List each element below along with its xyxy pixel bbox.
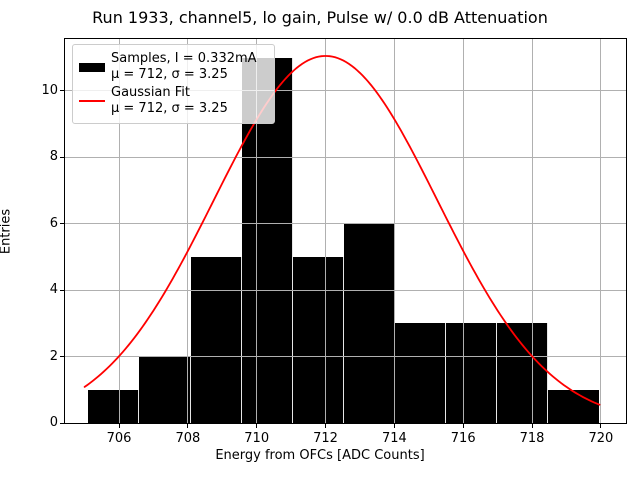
y-tick-label: 10 — [41, 82, 58, 98]
x-gridline — [118, 39, 120, 423]
histogram-bar — [548, 389, 600, 423]
x-tick-label: 708 — [175, 431, 201, 446]
legend-entry-gaussian-fit: Gaussian Fit μ = 712, σ = 3.25 — [73, 85, 272, 117]
y-tick-mark — [60, 156, 64, 158]
legend-swatch-col — [73, 100, 111, 102]
x-tick-mark — [325, 424, 327, 428]
x-tick-label: 706 — [106, 431, 132, 446]
black-bar-swatch — [79, 62, 105, 72]
red-line-swatch — [79, 100, 105, 102]
y-gridline — [65, 356, 626, 358]
x-tick-mark — [187, 424, 189, 428]
y-tick-label: 6 — [49, 215, 58, 231]
legend: Samples, I = 0.332mA μ = 712, σ = 3.25 G… — [72, 44, 275, 124]
x-gridline — [531, 39, 533, 423]
gaussian-fit-line — [83, 55, 601, 406]
y-gridline — [65, 156, 626, 158]
x-gridline — [325, 39, 327, 423]
x-axis-label: Energy from OFCs [ADC Counts] — [215, 448, 425, 463]
y-tick-label: 2 — [49, 348, 58, 364]
x-tick-label: 714 — [381, 431, 407, 446]
x-gridline — [393, 39, 395, 423]
x-tick-mark — [118, 424, 120, 428]
histogram-bar — [292, 256, 344, 423]
legend-label-samples: Samples, I = 0.332mA μ = 712, σ = 3.25 — [111, 51, 257, 83]
x-tick-mark — [393, 424, 395, 428]
histogram-bar — [190, 256, 242, 423]
histogram-bar — [445, 323, 498, 423]
legend-samples-line2: μ = 712, σ = 3.25 — [111, 67, 228, 82]
histogram-bar — [395, 323, 446, 423]
x-tick-mark — [600, 424, 602, 428]
x-tick-label: 720 — [588, 431, 614, 446]
x-gridline — [462, 39, 464, 423]
y-tick-mark — [60, 356, 64, 358]
legend-fit-line1: Gaussian Fit — [111, 85, 191, 100]
histogram-bar — [497, 323, 549, 423]
y-axis-label: Entries — [0, 208, 14, 255]
y-gridline — [65, 90, 626, 92]
y-tick-label: 8 — [49, 149, 58, 165]
y-gridline — [65, 223, 626, 225]
y-tick-mark — [60, 90, 64, 92]
histogram-bar — [88, 389, 140, 423]
x-gridline — [256, 39, 258, 423]
x-tick-mark — [256, 424, 258, 428]
x-tick-label: 710 — [244, 431, 270, 446]
legend-fit-line2: μ = 712, σ = 3.25 — [111, 101, 228, 116]
x-gridline — [600, 39, 602, 423]
y-tick-mark — [60, 422, 64, 424]
legend-label-gaussian-fit: Gaussian Fit μ = 712, σ = 3.25 — [111, 85, 228, 117]
chart-title: Run 1933, channel5, lo gain, Pulse w/ 0.… — [92, 8, 548, 27]
gaussian-fit-curve — [83, 55, 601, 406]
x-tick-label: 712 — [313, 431, 338, 446]
legend-swatch-col — [73, 62, 111, 72]
plot-area: 706 708 710 712 714 716 718 720 0 2 4 6 8 10 Samples,… — [41, 38, 627, 446]
x-gridline — [187, 39, 189, 423]
legend-samples-line1: Samples, I = 0.332mA — [111, 51, 257, 66]
y-tick-label: 0 — [49, 415, 58, 430]
histogram-bar — [139, 356, 191, 423]
y-gridline — [65, 289, 626, 291]
x-tick-mark — [462, 424, 464, 428]
y-tick-mark — [60, 289, 64, 291]
legend-entry-samples: Samples, I = 0.332mA μ = 712, σ = 3.25 — [73, 51, 272, 83]
x-tick-mark — [531, 424, 533, 428]
x-tick-label: 718 — [519, 431, 545, 446]
y-tick-mark — [60, 223, 64, 225]
y-tick-label: 4 — [49, 282, 58, 298]
x-tick-label: 716 — [450, 431, 476, 446]
